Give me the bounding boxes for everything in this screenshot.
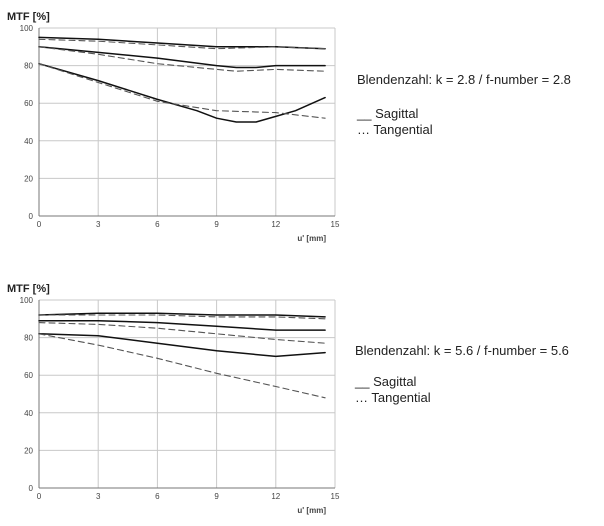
- annotation-bottom: Blendenzahl: k = 5.6 / f-number = 5.6: [355, 343, 569, 358]
- tangential-mtf-line: [38, 38, 326, 50]
- x-axis-title: u' [mm]: [297, 506, 326, 515]
- sagittal-mtf-line: [38, 319, 326, 331]
- x-axis-title: u' [mm]: [297, 234, 326, 243]
- legend-tangential-bottom: … Tangential: [355, 390, 431, 405]
- x-tick-label: 0: [37, 492, 42, 501]
- y-tick-label: 0: [29, 212, 34, 221]
- y-tick-label: 20: [24, 174, 33, 183]
- sagittal-mtf-line: [38, 46, 326, 69]
- x-tick-label: 12: [271, 492, 280, 501]
- tangential-mtf-line: [38, 63, 326, 119]
- tangential-mtf-line: [38, 333, 326, 399]
- y-axis-title: MTF [%]: [7, 283, 50, 295]
- mtf-chart-bottom: 0 3 6 9 12 15 0 20 40 60 80 100 MTF [%] u' [mm] Blend…: [0, 276, 604, 526]
- x-tick-label: 3: [96, 220, 101, 229]
- x-tick-label: 9: [214, 492, 219, 501]
- x-tick-label: 12: [271, 220, 280, 229]
- legend-sagittal-top: __ Sagittal: [357, 106, 419, 121]
- x-tick-label: 15: [331, 492, 340, 501]
- y-tick-label: 100: [20, 296, 34, 305]
- x-tick-label: 6: [155, 492, 160, 501]
- x-tick-label: 0: [37, 220, 42, 229]
- y-axis-title: MTF [%]: [7, 11, 50, 23]
- y-tick-label: 0: [29, 484, 34, 493]
- annotation-top: Blendenzahl: k = 2.8 / f-number = 2.8: [357, 72, 571, 87]
- y-tick-label: 60: [24, 371, 33, 380]
- x-tick-label: 9: [214, 220, 219, 229]
- tangential-mtf-line: [38, 314, 326, 320]
- y-tick-label: 40: [24, 137, 33, 146]
- y-tick-label: 40: [24, 409, 33, 418]
- legend-sagittal-bottom: __ Sagittal: [355, 374, 417, 389]
- x-tick-label: 15: [331, 220, 340, 229]
- sagittal-mtf-line: [38, 333, 326, 358]
- legend-tangential-top: … Tangential: [357, 122, 433, 137]
- x-tick-label: 6: [155, 220, 160, 229]
- sagittal-mtf-line: [38, 312, 326, 318]
- y-tick-label: 60: [24, 99, 33, 108]
- y-tick-label: 100: [20, 24, 34, 33]
- y-tick-label: 80: [24, 62, 33, 71]
- tangential-mtf-line: [38, 322, 326, 344]
- mtf-chart-top: 0 3 6 9 12 15 0 20 40 60 80 100 MTF [%] u' [mm] Blend…: [0, 4, 604, 254]
- x-tick-label: 3: [96, 492, 101, 501]
- tangential-mtf-line: [38, 46, 326, 72]
- y-tick-label: 20: [24, 446, 33, 455]
- y-tick-label: 80: [24, 334, 33, 343]
